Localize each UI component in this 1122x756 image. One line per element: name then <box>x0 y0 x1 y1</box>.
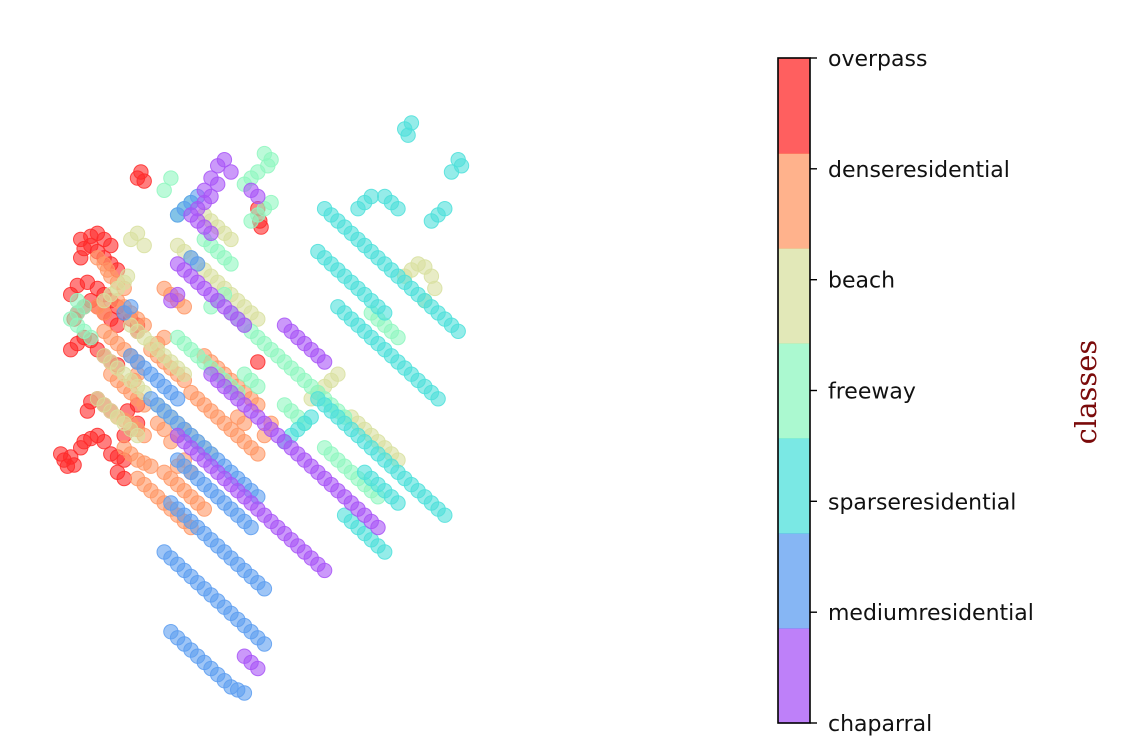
point-beach-76 <box>129 225 146 242</box>
point-freeway-47 <box>250 378 266 395</box>
point-sparseresidential-59 <box>430 391 446 407</box>
point-chaparral-83 <box>169 286 186 303</box>
point-freeway-9 <box>243 213 259 229</box>
point-sparseresidential-2 <box>400 127 416 143</box>
colorbar-title: classes <box>1069 340 1103 445</box>
colorbar-label-sparseresidential: sparseresidential <box>828 490 1016 515</box>
point-beach-74 <box>330 366 346 382</box>
point-sparseresidential-43 <box>377 305 393 321</box>
point-beach-45 <box>223 231 239 248</box>
point-mediumresidential-42 <box>243 519 259 536</box>
point-chaparral-58 <box>370 519 386 536</box>
point-sparseresidential-8 <box>390 201 406 217</box>
point-chaparral-86 <box>250 660 266 677</box>
point-beach-60 <box>427 280 443 297</box>
point-chaparral-14 <box>250 188 266 205</box>
point-overpass-69 <box>116 470 132 487</box>
point-denseresidential-34 <box>143 458 159 474</box>
point-overpass-10 <box>53 446 69 462</box>
colorbar-segment-beach <box>778 248 810 344</box>
point-chaparral-2 <box>223 164 239 180</box>
point-chaparral-32 <box>316 354 333 370</box>
colorbar: chaparral mediumresidential sparseresident… <box>777 47 1034 737</box>
colorbar-segment-mediumresidential <box>778 533 810 629</box>
point-chaparral-1 <box>216 152 233 168</box>
point-denseresidential-59 <box>176 299 193 315</box>
colorbar-label-denseresidential: denseresidential <box>828 158 1010 183</box>
point-chaparral-12 <box>203 225 219 242</box>
point-sparseresidential-79 <box>437 507 453 523</box>
point-sparseresidential-97 <box>377 544 393 560</box>
point-freeway-66 <box>176 335 193 352</box>
series-sparseresidential <box>276 115 470 560</box>
colorbar-segment-denseresidential <box>778 153 810 249</box>
point-mediumresidential-5 <box>189 256 206 272</box>
point-overpass-15 <box>96 434 112 450</box>
colorbar-segment-sparseresidential <box>778 438 810 534</box>
point-beach-1 <box>119 268 136 284</box>
point-denseresidential-43 <box>156 421 172 438</box>
point-chaparral-4 <box>210 176 226 192</box>
point-beach-27 <box>129 427 146 444</box>
point-sparseresidential-11 <box>363 188 379 205</box>
point-overpass-9 <box>66 457 82 473</box>
point-mediumresidential-57 <box>256 581 273 597</box>
point-overpass-2 <box>136 173 152 189</box>
point-freeway-19 <box>223 256 239 272</box>
point-beach-4 <box>96 293 112 309</box>
colorbar-segment-chaparral <box>778 628 810 724</box>
point-sparseresidential-100 <box>437 201 453 217</box>
point-denseresidential-82 <box>230 409 246 425</box>
colorbar-segment-overpass <box>778 58 810 154</box>
point-beach-40 <box>250 311 266 327</box>
point-sparseresidential-32 <box>450 323 466 339</box>
colorbar-label-overpass: overpass <box>828 47 927 72</box>
point-mediumresidential-13 <box>169 391 186 407</box>
point-denseresidential-78 <box>250 446 266 462</box>
point-denseresidential-41 <box>196 501 213 517</box>
point-mediumresidential-3 <box>169 207 186 223</box>
colorbar-segment-freeway <box>778 343 810 439</box>
point-sparseresidential-5 <box>443 164 460 180</box>
point-overpass-70 <box>250 354 266 370</box>
colorbar-label-mediumresidential: mediumresidential <box>828 601 1034 626</box>
point-chaparral-81 <box>316 562 333 579</box>
scatter-points <box>53 115 470 701</box>
series-chaparral <box>163 152 386 677</box>
point-sparseresidential-90 <box>390 495 406 511</box>
point-mediumresidential-87 <box>123 299 139 315</box>
point-mediumresidential-73 <box>256 636 273 652</box>
point-freeway-13 <box>156 182 172 199</box>
point-chaparral-25 <box>236 317 253 333</box>
point-overpass-62 <box>103 237 119 254</box>
point-freeway-26 <box>83 329 99 346</box>
point-freeway-64 <box>390 329 406 346</box>
colorbar-label-beach: beach <box>828 269 895 294</box>
point-freeway-14 <box>163 170 179 186</box>
colorbar-label-chaparral: chaparral <box>828 712 932 737</box>
point-beach-13 <box>176 366 193 382</box>
point-mediumresidential-85 <box>236 685 253 701</box>
colorbar-label-freeway: freeway <box>828 380 916 405</box>
point-beach-77 <box>136 237 152 254</box>
